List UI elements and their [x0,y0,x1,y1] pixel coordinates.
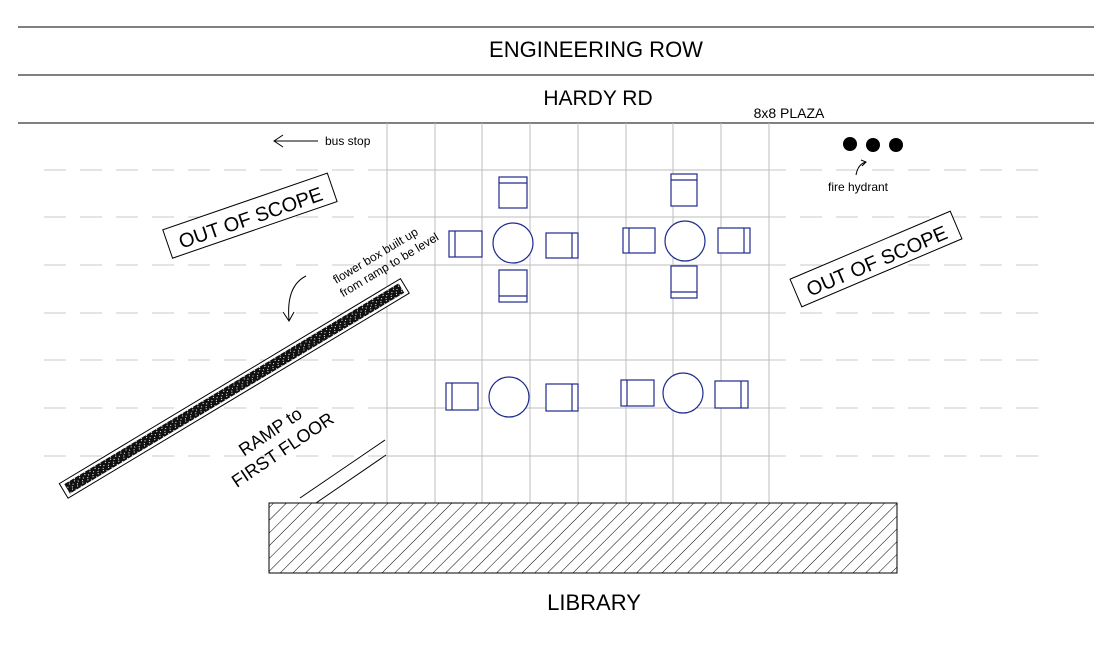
ramp-label: RAMP to FIRST FLOOR [228,403,338,491]
chair-west [445,382,479,411]
chair-west [622,227,656,254]
table-set-3 [445,376,579,418]
chair-west [620,379,655,407]
flower-box [58,277,410,499]
chair-north [670,173,698,207]
out-of-scope-right-label: OUT OF SCOPE [803,222,950,301]
street-name-hardy-rd: HARDY RD [543,87,652,110]
round-table [664,220,706,262]
chair-east [545,232,579,259]
street-name-engineering-row: ENGINEERING ROW [489,37,703,62]
table-set-2 [622,173,751,299]
fire-hydrant-pointer-head [860,159,867,167]
library-label: LIBRARY [547,590,641,615]
fire-hydrant-icon [843,137,903,152]
out-of-scope-right-box: OUT OF SCOPE [789,210,963,308]
curved-arrow-icon [282,275,307,322]
library-building [268,502,898,574]
fire-hydrant-pointer [855,161,867,176]
round-table [492,222,534,264]
chair-north [498,176,528,209]
round-table [488,376,530,418]
left-arrow-icon [273,134,318,148]
ramp-edges [299,439,387,504]
out-of-scope-left-box: OUT OF SCOPE [162,172,338,259]
chair-south [670,265,698,299]
table-set-4 [620,372,749,414]
furniture-layout [445,173,751,418]
chair-west [448,230,483,258]
round-table [662,372,704,414]
chair-east [545,383,579,412]
plaza-grid [386,123,770,503]
plaza-label: 8x8 PLAZA [754,105,825,121]
bus-stop-label: bus stop [325,134,371,148]
chair-south [498,269,528,303]
table-set-1 [448,176,579,303]
chair-east [717,227,751,254]
chair-east [714,380,749,409]
fire-hydrant-label: fire hydrant [828,180,889,194]
